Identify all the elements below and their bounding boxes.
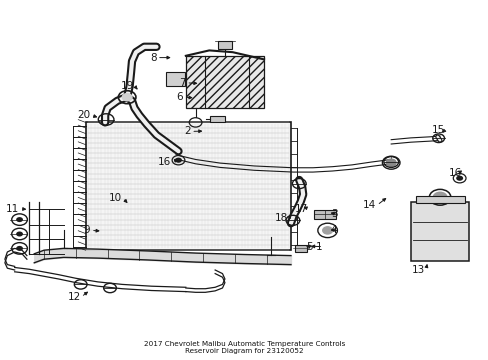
Circle shape bbox=[16, 246, 23, 251]
Text: 16: 16 bbox=[158, 157, 171, 167]
Text: 4: 4 bbox=[330, 225, 337, 235]
Text: 20: 20 bbox=[77, 110, 90, 120]
Text: 11: 11 bbox=[6, 204, 20, 214]
Text: 2017 Chevrolet Malibu Automatic Temperature Controls: 2017 Chevrolet Malibu Automatic Temperat… bbox=[143, 341, 345, 347]
Bar bbox=[85, 122, 290, 250]
Circle shape bbox=[16, 231, 23, 237]
Text: 1: 1 bbox=[315, 242, 322, 252]
Bar bbox=[185, 56, 264, 108]
Text: 19: 19 bbox=[121, 81, 134, 91]
Text: 13: 13 bbox=[411, 265, 425, 275]
Circle shape bbox=[16, 217, 23, 222]
Circle shape bbox=[122, 94, 132, 101]
Circle shape bbox=[386, 159, 395, 166]
Bar bbox=[314, 210, 335, 219]
Circle shape bbox=[322, 227, 332, 234]
Text: 2: 2 bbox=[183, 126, 190, 136]
Bar bbox=[415, 196, 464, 203]
Text: 6: 6 bbox=[176, 92, 183, 102]
Text: 9: 9 bbox=[83, 225, 90, 235]
Circle shape bbox=[175, 158, 182, 163]
Text: 12: 12 bbox=[67, 292, 81, 302]
Bar bbox=[294, 245, 306, 252]
Text: 16: 16 bbox=[448, 168, 461, 178]
Text: 3: 3 bbox=[330, 209, 337, 219]
Bar bbox=[217, 41, 232, 49]
Bar bbox=[166, 72, 184, 86]
Bar bbox=[410, 202, 468, 261]
Circle shape bbox=[455, 176, 462, 181]
Text: 14: 14 bbox=[363, 200, 376, 210]
Text: 18: 18 bbox=[275, 213, 288, 223]
Text: 10: 10 bbox=[109, 193, 122, 203]
Circle shape bbox=[432, 192, 446, 202]
Text: 5: 5 bbox=[305, 242, 312, 252]
Bar bbox=[210, 116, 224, 122]
Text: Reservoir Diagram for 23120052: Reservoir Diagram for 23120052 bbox=[185, 348, 303, 354]
Text: 7: 7 bbox=[179, 78, 185, 88]
Text: 8: 8 bbox=[149, 53, 156, 63]
Text: 15: 15 bbox=[431, 125, 444, 135]
Text: 17: 17 bbox=[294, 204, 307, 214]
